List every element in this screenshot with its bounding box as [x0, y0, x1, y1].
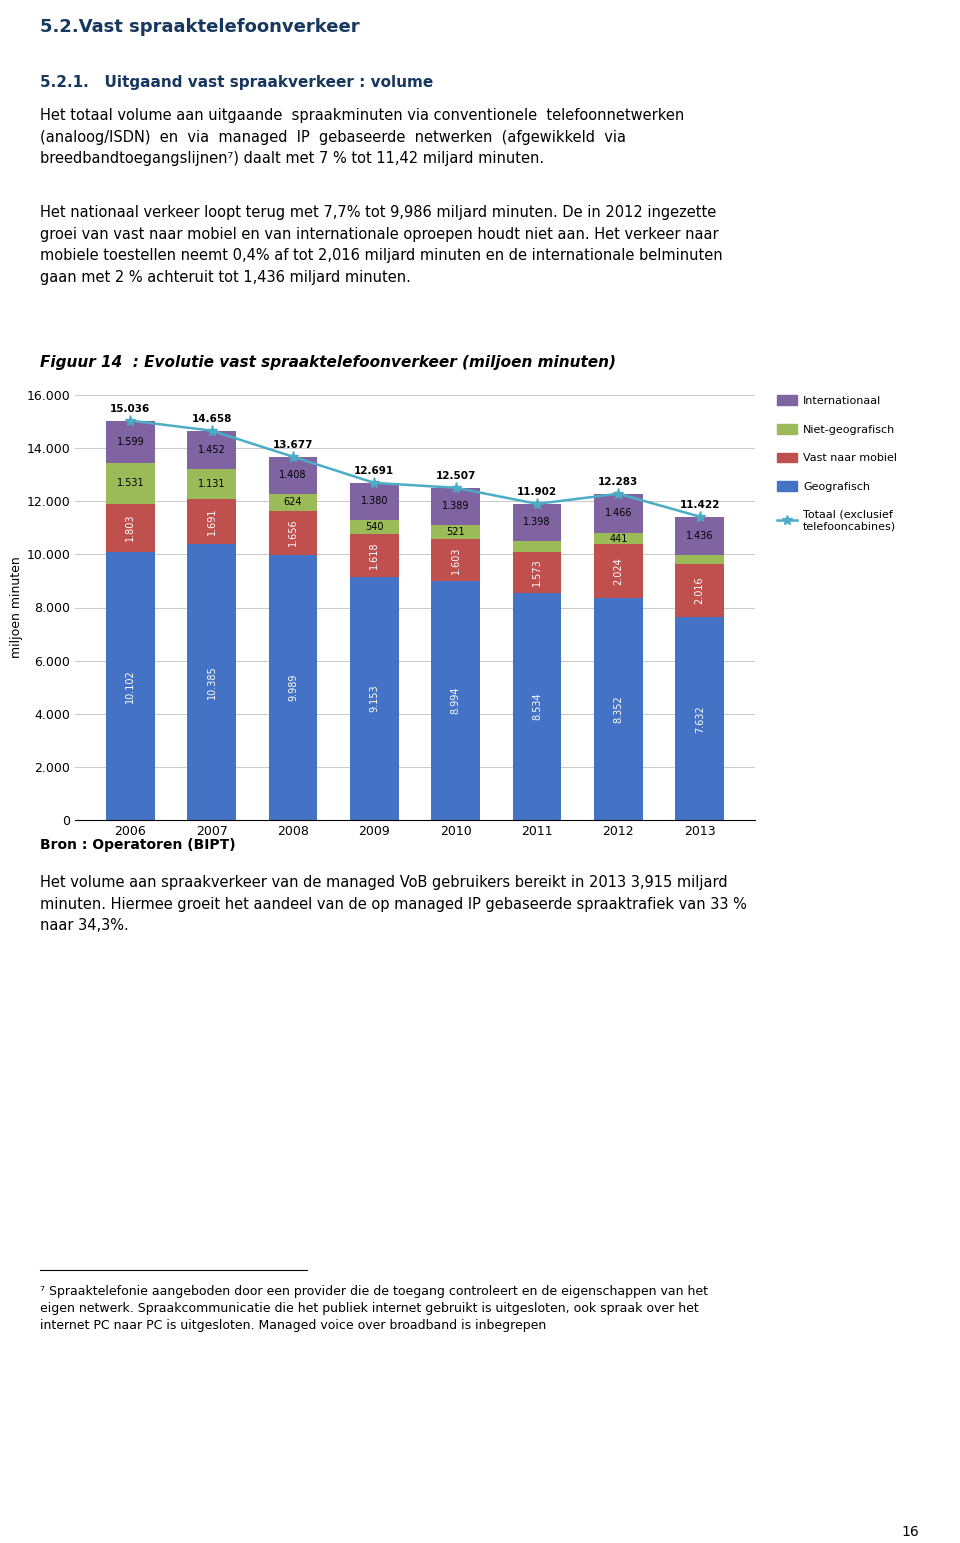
Bar — [187, 430, 236, 469]
Text: 7.632: 7.632 — [695, 705, 705, 733]
Text: 5.2.Vast spraaktelefoonverkeer: 5.2.Vast spraaktelefoonverkeer — [40, 19, 360, 35]
Text: 1.603: 1.603 — [450, 546, 461, 574]
Y-axis label: miljoen minuten: miljoen minuten — [11, 557, 23, 659]
Text: 1.573: 1.573 — [532, 559, 542, 586]
Text: 1.452: 1.452 — [198, 444, 226, 455]
Text: 5.2.1.   Uitgaand vast spraakverkeer : volume: 5.2.1. Uitgaand vast spraakverkeer : vol… — [40, 76, 434, 89]
Bar — [187, 500, 236, 545]
Bar — [513, 594, 562, 819]
Text: 12.691: 12.691 — [354, 466, 395, 477]
Text: 12.283: 12.283 — [598, 477, 638, 488]
Text: 16: 16 — [902, 1524, 920, 1538]
Bar — [431, 582, 480, 819]
Text: 1.618: 1.618 — [370, 542, 379, 569]
Bar — [513, 551, 562, 594]
Text: 1.691: 1.691 — [206, 508, 217, 535]
Bar — [431, 525, 480, 539]
Bar — [594, 599, 643, 819]
Text: 1.803: 1.803 — [126, 514, 135, 542]
Bar — [513, 542, 562, 551]
Bar — [350, 520, 398, 534]
Text: 540: 540 — [365, 522, 384, 532]
Bar — [431, 539, 480, 582]
Bar — [269, 494, 318, 511]
Bar — [269, 511, 318, 554]
Bar — [594, 494, 643, 532]
Bar — [594, 545, 643, 599]
Bar — [675, 563, 724, 617]
Text: 9.989: 9.989 — [288, 674, 298, 701]
Text: 11.422: 11.422 — [680, 500, 720, 511]
Text: 8.534: 8.534 — [532, 693, 542, 721]
Text: 2.024: 2.024 — [613, 557, 623, 585]
Bar — [269, 457, 318, 494]
Bar — [106, 421, 155, 463]
Bar — [187, 469, 236, 500]
Text: 12.507: 12.507 — [436, 471, 476, 481]
Bar — [675, 617, 724, 819]
Text: 1.466: 1.466 — [605, 508, 632, 518]
Text: 521: 521 — [446, 526, 465, 537]
Text: 10.385: 10.385 — [206, 665, 217, 699]
Text: 1.131: 1.131 — [198, 480, 226, 489]
Text: 1.531: 1.531 — [116, 478, 144, 489]
Text: ⁷ Spraaktelefonie aangeboden door een provider die de toegang controleert en de : ⁷ Spraaktelefonie aangeboden door een pr… — [40, 1285, 708, 1332]
Text: Het nationaal verkeer loopt terug met 7,7% tot 9,986 miljard minuten. De in 2012: Het nationaal verkeer loopt terug met 7,… — [40, 205, 723, 285]
Text: 1.408: 1.408 — [279, 471, 307, 480]
Text: 8.994: 8.994 — [450, 687, 461, 714]
Text: Figuur 14  : Evolutie vast spraaktelefoonverkeer (miljoen minuten): Figuur 14 : Evolutie vast spraaktelefoon… — [40, 355, 616, 370]
Bar — [431, 488, 480, 525]
Text: Bron : Operatoren (BIPT): Bron : Operatoren (BIPT) — [40, 838, 236, 852]
Text: 1.599: 1.599 — [116, 437, 144, 447]
Text: 1.436: 1.436 — [686, 531, 713, 540]
Legend: Internationaal, Niet-geografisch, Vast naar mobiel, Geografisch, Totaal (exclusi: Internationaal, Niet-geografisch, Vast n… — [774, 392, 900, 534]
Bar — [594, 532, 643, 545]
Text: 13.677: 13.677 — [273, 440, 313, 451]
Bar — [350, 577, 398, 819]
Bar — [350, 483, 398, 520]
Bar — [106, 552, 155, 819]
Text: 1.656: 1.656 — [288, 518, 298, 546]
Text: 9.153: 9.153 — [370, 685, 379, 713]
Bar — [675, 555, 724, 563]
Text: Het volume aan spraakverkeer van de managed VoB gebruikers bereikt in 2013 3,915: Het volume aan spraakverkeer van de mana… — [40, 875, 747, 934]
Text: 441: 441 — [610, 534, 628, 543]
Text: 11.902: 11.902 — [516, 488, 557, 497]
Text: 10.102: 10.102 — [126, 670, 135, 702]
Bar — [513, 505, 562, 542]
Bar — [350, 534, 398, 577]
Bar — [187, 545, 236, 819]
Text: 2.016: 2.016 — [695, 577, 705, 605]
Bar — [106, 503, 155, 552]
Text: 1.380: 1.380 — [361, 497, 388, 506]
Bar — [106, 463, 155, 503]
Bar — [675, 517, 724, 555]
Text: 8.352: 8.352 — [613, 696, 623, 724]
Text: 1.398: 1.398 — [523, 517, 551, 528]
Bar — [269, 554, 318, 819]
Text: 14.658: 14.658 — [191, 414, 231, 424]
Text: 1.389: 1.389 — [442, 501, 469, 511]
Text: Het totaal volume aan uitgaande  spraakminuten via conventionele  telefoonnetwer: Het totaal volume aan uitgaande spraakmi… — [40, 108, 684, 167]
Text: 15.036: 15.036 — [110, 404, 151, 414]
Text: 624: 624 — [284, 497, 302, 508]
